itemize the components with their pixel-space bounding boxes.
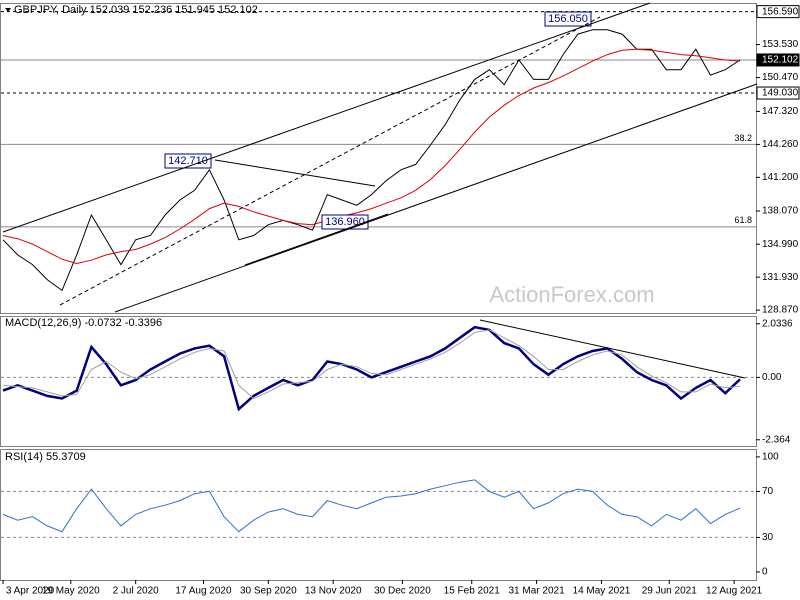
y-tick-label: 100 xyxy=(762,452,779,463)
plot-layer: 38.2 61.8 156.590 153.530 152.102 150.470 149.… xyxy=(1,5,800,597)
y-tick-label: 150.470 xyxy=(762,72,799,83)
rsi-title: RSI(14) 55.3709 xyxy=(5,451,86,463)
x-tick-label: 12 Aug 2021 xyxy=(706,586,763,597)
x-tick-label: 19 May 2020 xyxy=(42,586,100,597)
y-tick-label: 156.590 xyxy=(762,6,799,17)
y-tick-label: 134.990 xyxy=(762,239,799,250)
x-tick-label: 14 May 2021 xyxy=(573,586,631,597)
x-tick-label: 17 Aug 2020 xyxy=(175,586,232,597)
y-tick-label: 147.320 xyxy=(762,106,799,117)
channel-mid xyxy=(59,16,601,306)
annotation-box xyxy=(544,11,592,27)
macd-panel xyxy=(0,316,757,447)
y-tick-label: 141.200 xyxy=(762,172,799,183)
tick-box xyxy=(756,53,800,67)
y-tick-label: 30 xyxy=(762,532,774,543)
macd-trendline xyxy=(479,319,746,379)
price-title: GBPJPY, Daily 152.039 152.236 151.945 15… xyxy=(14,4,258,16)
x-tick-label: 2 Jul 2020 xyxy=(113,586,160,597)
tick-box xyxy=(756,86,800,100)
y-tick-label: 128.870 xyxy=(762,305,799,316)
x-tick-label: 3 Apr 2020 xyxy=(6,586,55,597)
annotation: 142.710 xyxy=(168,155,208,167)
y-tick-label: 152.102 xyxy=(762,55,799,66)
channel-upper xyxy=(2,2,651,233)
x-tick-label: 30 Dec 2020 xyxy=(374,586,431,597)
x-tick-label: 13 Nov 2020 xyxy=(305,586,362,597)
x-tick-label: 31 Mar 2021 xyxy=(509,586,566,597)
y-tick-label: 0.00 xyxy=(762,372,782,383)
x-tick-label: 29 Jun 2021 xyxy=(642,586,697,597)
tick-box xyxy=(756,5,800,19)
y-tick-label: 153.530 xyxy=(762,39,799,50)
series-line xyxy=(2,329,741,400)
series-line xyxy=(2,325,741,412)
y-tick-label: 131.930 xyxy=(762,272,799,283)
macd-title: MACD(12,26,9) -0.0732 -0.3396 xyxy=(5,317,162,329)
y-tick-label: 144.260 xyxy=(762,139,799,150)
rsi-panel xyxy=(0,449,757,581)
triangle-lower xyxy=(244,213,389,266)
price-panel xyxy=(0,3,757,314)
y-tick-label: 2.0336 xyxy=(762,318,793,329)
series-line xyxy=(2,479,741,533)
y-tick-label: 0 xyxy=(762,567,768,578)
fib-label: 38.2 xyxy=(734,133,752,143)
triangle-upper xyxy=(214,159,376,187)
x-tick-label: 15 Feb 2021 xyxy=(444,586,501,597)
annotation: 156.050 xyxy=(548,13,588,25)
y-tick-label: -2.364 xyxy=(762,434,791,445)
series-line xyxy=(2,48,741,265)
fib-label: 61.8 xyxy=(734,215,752,225)
channel-lower xyxy=(114,83,758,313)
series-line xyxy=(2,29,741,292)
watermark: ActionForex.com xyxy=(489,282,654,307)
y-tick-label: 70 xyxy=(762,486,774,497)
menu-icon xyxy=(5,8,11,12)
y-tick-label: 149.030 xyxy=(762,88,799,99)
annotation: 136.960 xyxy=(325,216,365,228)
x-tick-label: 30 Sep 2020 xyxy=(240,586,297,597)
y-tick-label: 138.070 xyxy=(762,206,799,217)
annotation-box xyxy=(164,153,212,169)
